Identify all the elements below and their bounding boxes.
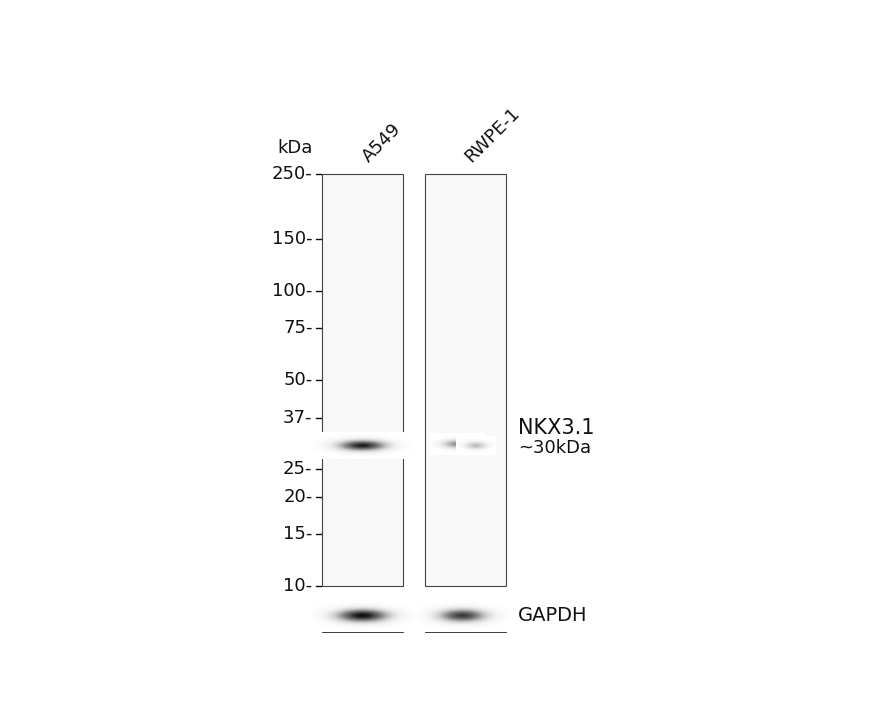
Text: 250-: 250- bbox=[272, 165, 313, 183]
Text: ~30kDa: ~30kDa bbox=[518, 439, 591, 457]
Text: 15-: 15- bbox=[283, 525, 313, 543]
Text: NKX3.1: NKX3.1 bbox=[518, 418, 594, 438]
Text: kDa: kDa bbox=[277, 139, 313, 157]
FancyBboxPatch shape bbox=[424, 174, 506, 586]
Text: GAPDH: GAPDH bbox=[518, 606, 587, 626]
Text: 20-: 20- bbox=[283, 488, 313, 506]
Text: 37-: 37- bbox=[283, 410, 313, 427]
Text: RWPE-1: RWPE-1 bbox=[462, 105, 524, 166]
Text: 75-: 75- bbox=[283, 319, 313, 337]
FancyBboxPatch shape bbox=[321, 174, 403, 586]
Text: 25-: 25- bbox=[283, 459, 313, 478]
Text: 10-: 10- bbox=[283, 577, 313, 595]
Text: 150-: 150- bbox=[272, 230, 313, 248]
FancyBboxPatch shape bbox=[424, 599, 506, 632]
Text: A549: A549 bbox=[359, 120, 405, 166]
Text: 100-: 100- bbox=[272, 282, 313, 300]
FancyBboxPatch shape bbox=[321, 599, 403, 632]
Text: 50-: 50- bbox=[283, 371, 313, 389]
